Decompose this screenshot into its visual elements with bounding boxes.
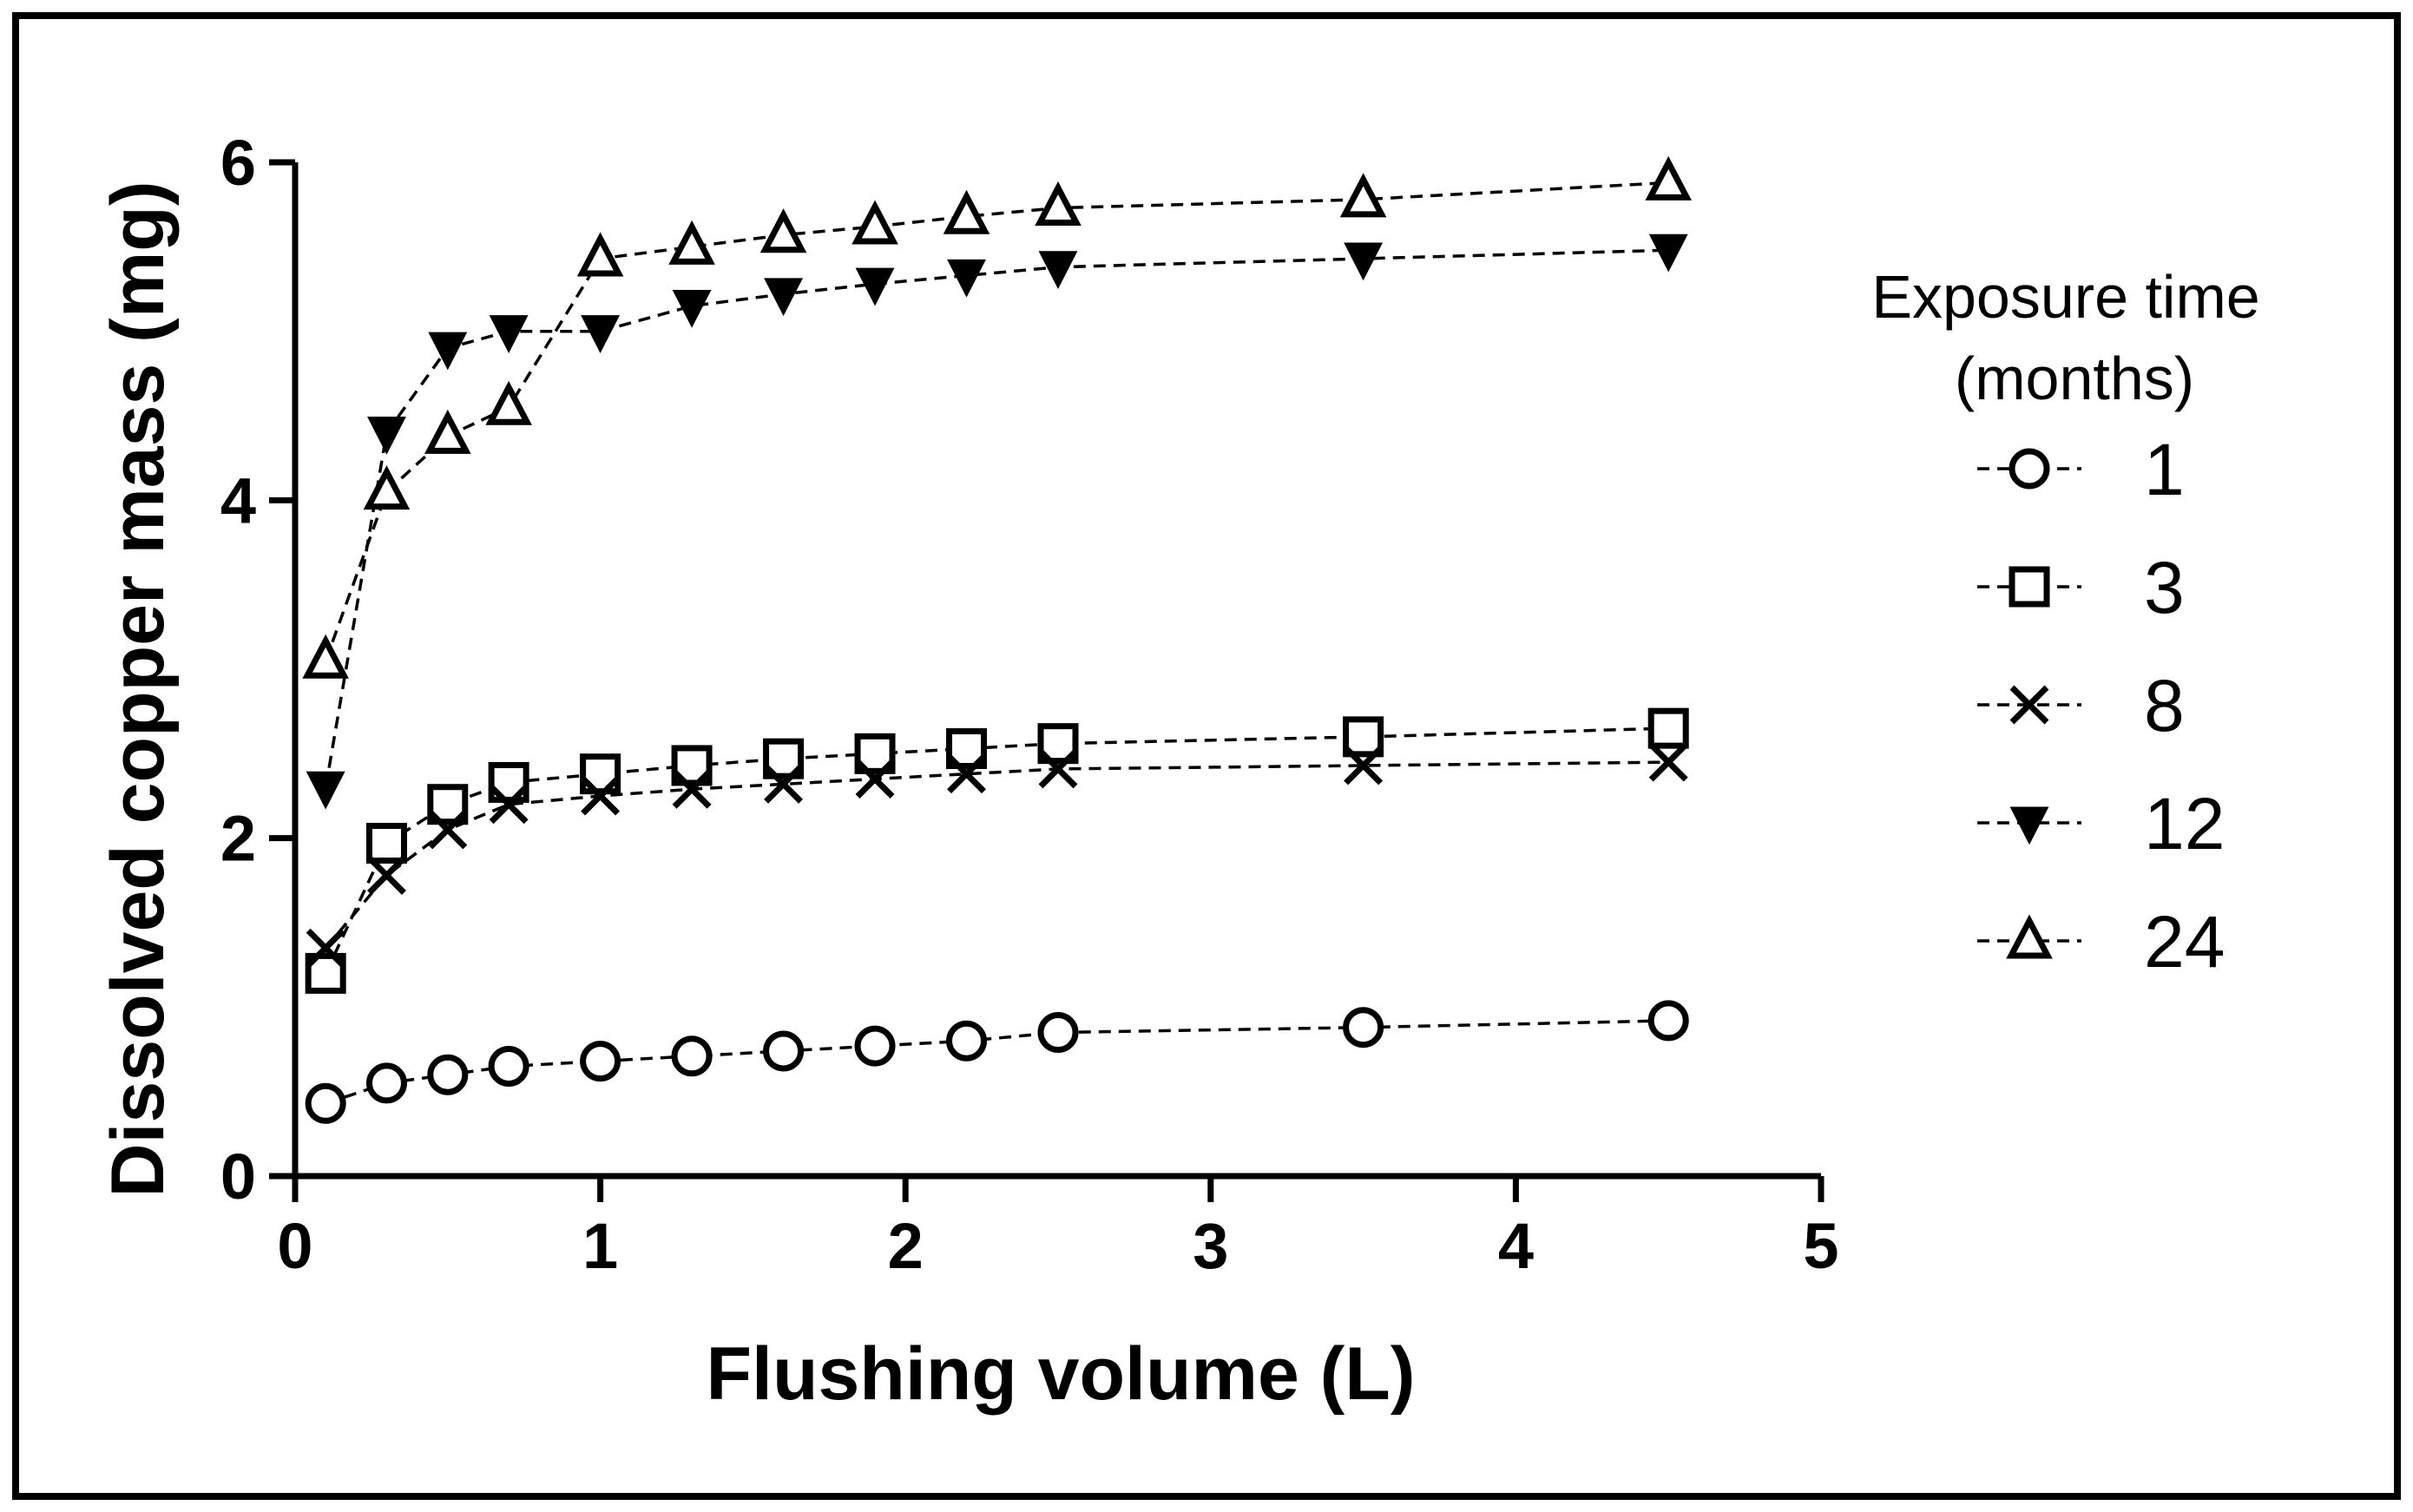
data-point-1 [763, 1030, 805, 1072]
data-point-12 [581, 315, 621, 353]
data-point-24 [485, 380, 532, 425]
legend-marker-1 [2009, 448, 2050, 490]
axes: 0 1 2 3 4 5 0 2 4 6 [220, 127, 1839, 1282]
y-axis-title: Dissolved copper mass (mg) [96, 181, 180, 1198]
data-point-24 [1339, 173, 1387, 218]
data-point-3 [1647, 707, 1689, 749]
data-point-1 [1037, 1012, 1079, 1054]
legend-label-8: 8 [2144, 665, 2185, 746]
legend-title-line2: (months) [1955, 345, 2194, 412]
legend-marker-12 [2009, 806, 2049, 845]
series-lines [324, 181, 1669, 1105]
data-point-8 [672, 769, 712, 809]
data-point-1 [1647, 1000, 1689, 1042]
data-point-1 [488, 1045, 529, 1087]
data-point-24 [851, 200, 898, 245]
data-point-1 [946, 1020, 988, 1062]
legend-marker-8 [2009, 685, 2049, 725]
legend-label-24: 24 [2144, 901, 2225, 983]
data-point-24 [363, 465, 411, 510]
x-tick-label: 2 [888, 1210, 924, 1282]
data-point-24 [576, 232, 624, 277]
data-point-1 [427, 1054, 469, 1095]
data-point-3 [1343, 716, 1384, 758]
data-point-3 [671, 745, 713, 786]
legend-label-12: 12 [2144, 783, 2225, 864]
data-point-8 [1038, 749, 1078, 789]
data-point-24 [943, 189, 990, 234]
y-tick-label: 4 [220, 464, 256, 536]
data-point-12 [306, 771, 345, 810]
data-point-8 [947, 754, 986, 794]
data-point-8 [1648, 742, 1688, 782]
data-point-8 [428, 810, 468, 850]
data-point-8 [1344, 746, 1384, 786]
x-tick-label: 3 [1193, 1210, 1228, 1282]
data-point-8 [489, 785, 529, 825]
y-tick-label: 6 [220, 127, 256, 199]
data-point-24 [759, 208, 807, 253]
data-point-1 [1343, 1007, 1384, 1049]
y-tick-label: 0 [220, 1141, 256, 1213]
data-point-8 [764, 764, 804, 804]
x-tick-label: 5 [1803, 1210, 1838, 1282]
legend-marker-3 [2009, 566, 2050, 608]
data-point-24 [1645, 155, 1692, 201]
x-tick-label: 0 [277, 1210, 312, 1282]
data-point-24 [424, 409, 471, 454]
data-point-1 [671, 1035, 713, 1077]
data-point-24 [1035, 181, 1082, 227]
data-point-12 [1648, 233, 1688, 273]
legend-marker-24 [2006, 914, 2053, 959]
data-point-12 [855, 267, 895, 306]
legend-title-line1: Exposure time [1871, 263, 2259, 331]
data-point-8 [581, 776, 621, 816]
series-line-12 [324, 248, 1669, 788]
data-point-24 [302, 634, 349, 679]
data-point-3 [365, 823, 407, 864]
data-point-1 [580, 1041, 621, 1082]
x-tick-label: 4 [1498, 1210, 1534, 1282]
data-point-8 [367, 856, 406, 895]
series-line-1 [325, 1019, 1669, 1105]
data-point-24 [668, 220, 715, 265]
data-point-3 [580, 753, 621, 795]
data-point-1 [305, 1082, 346, 1124]
series-markers [302, 155, 1692, 1124]
data-point-12 [489, 315, 529, 353]
series-line-8 [324, 760, 1669, 950]
y-tick-label: 2 [220, 803, 256, 875]
legend-label-1: 1 [2144, 429, 2185, 510]
data-point-8 [306, 928, 345, 968]
data-point-1 [365, 1062, 407, 1104]
data-point-12 [764, 278, 804, 317]
data-point-12 [947, 259, 986, 298]
data-point-1 [854, 1025, 896, 1067]
data-point-3 [763, 738, 805, 779]
data-point-8 [855, 759, 895, 799]
x-axis-title: Flushing volume (L) [707, 1332, 1416, 1416]
legend: 1 3 8 12 24 [1977, 429, 2225, 983]
data-point-12 [672, 289, 712, 328]
data-point-12 [428, 332, 468, 371]
data-point-12 [367, 416, 406, 455]
legend-label-3: 3 [2144, 547, 2185, 628]
x-tick-label: 1 [582, 1210, 618, 1282]
data-point-12 [1344, 242, 1384, 281]
figure-frame [12, 12, 2401, 1500]
data-point-12 [1038, 251, 1078, 289]
